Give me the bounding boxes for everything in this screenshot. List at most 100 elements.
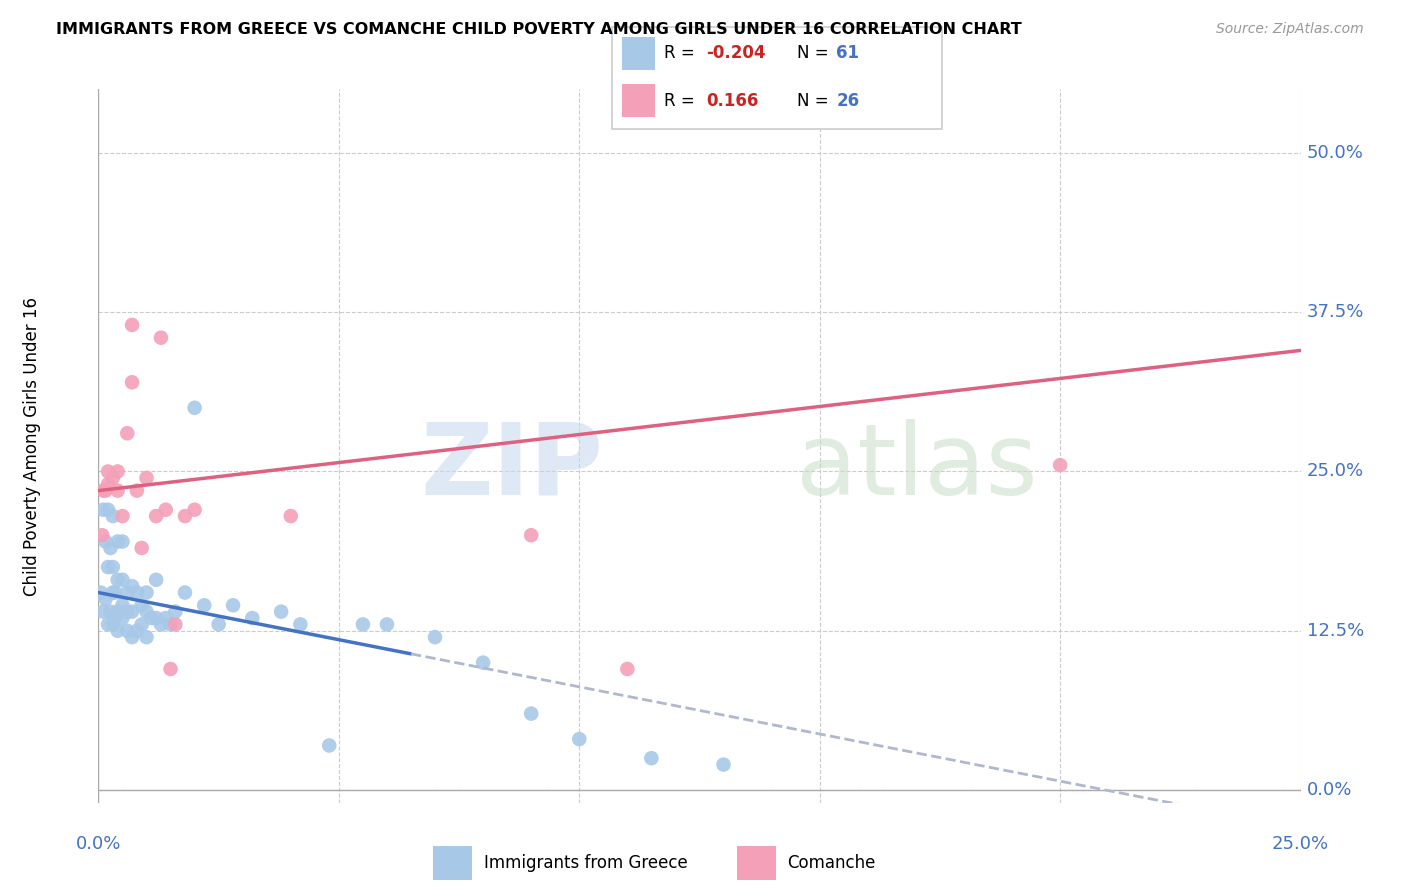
Text: atlas: atlas <box>796 419 1038 516</box>
Text: N =: N = <box>797 44 834 62</box>
Point <box>101 560 124 574</box>
Point <box>375 617 398 632</box>
Point <box>121 318 143 332</box>
Text: 26: 26 <box>837 92 859 110</box>
Text: IMMIGRANTS FROM GREECE VS COMANCHE CHILD POVERTY AMONG GIRLS UNDER 16 CORRELATIO: IMMIGRANTS FROM GREECE VS COMANCHE CHILD… <box>56 22 1022 37</box>
Point <box>101 585 124 599</box>
Point <box>131 617 153 632</box>
FancyBboxPatch shape <box>433 846 472 880</box>
Point <box>121 579 143 593</box>
Text: 25.0%: 25.0% <box>1306 462 1364 481</box>
Text: 0.0%: 0.0% <box>76 835 121 853</box>
Point <box>125 483 148 498</box>
Point <box>125 624 148 638</box>
Point <box>131 541 153 555</box>
Text: -0.204: -0.204 <box>706 44 765 62</box>
Point <box>183 401 205 415</box>
Point <box>222 599 245 613</box>
Point <box>94 534 117 549</box>
Point <box>107 465 129 479</box>
Point <box>423 630 446 644</box>
Point <box>107 483 129 498</box>
Text: 37.5%: 37.5% <box>1306 303 1364 321</box>
Point <box>111 573 134 587</box>
FancyBboxPatch shape <box>621 84 655 117</box>
Point <box>101 617 124 632</box>
Text: 0.0%: 0.0% <box>1306 781 1353 799</box>
Point <box>121 630 143 644</box>
Point <box>107 534 129 549</box>
Point <box>91 502 114 516</box>
Point <box>91 528 114 542</box>
Point <box>135 630 157 644</box>
FancyBboxPatch shape <box>737 846 776 880</box>
Text: Source: ZipAtlas.com: Source: ZipAtlas.com <box>1216 22 1364 37</box>
Point <box>165 605 187 619</box>
Text: N =: N = <box>797 92 834 110</box>
Point <box>145 509 167 524</box>
Point <box>520 706 543 721</box>
Point <box>640 751 662 765</box>
Point <box>91 483 114 498</box>
Point <box>155 502 177 516</box>
Point <box>159 617 181 632</box>
Text: Child Poverty Among Girls Under 16: Child Poverty Among Girls Under 16 <box>24 296 41 596</box>
Point <box>165 617 187 632</box>
Text: 12.5%: 12.5% <box>1306 622 1364 640</box>
Point <box>174 585 197 599</box>
Point <box>131 599 153 613</box>
Point <box>107 605 129 619</box>
Point <box>90 585 112 599</box>
Point <box>1049 458 1071 472</box>
Point <box>141 611 163 625</box>
Point <box>101 509 124 524</box>
Point <box>145 573 167 587</box>
Point <box>121 605 143 619</box>
Point <box>97 502 120 516</box>
Point <box>149 331 172 345</box>
Text: 0.166: 0.166 <box>706 92 758 110</box>
Point <box>155 611 177 625</box>
Point <box>97 617 120 632</box>
Text: 50.0%: 50.0% <box>1306 144 1364 162</box>
Text: R =: R = <box>665 92 700 110</box>
Point <box>100 605 122 619</box>
Point <box>145 611 167 625</box>
Point <box>270 605 292 619</box>
Point <box>97 560 120 574</box>
Point <box>117 426 139 441</box>
Point <box>117 605 139 619</box>
Point <box>104 611 127 625</box>
Text: 61: 61 <box>837 44 859 62</box>
Point <box>101 471 124 485</box>
Point <box>100 541 122 555</box>
Point <box>107 573 129 587</box>
FancyBboxPatch shape <box>612 27 942 129</box>
Point <box>208 617 231 632</box>
Point <box>125 585 148 599</box>
Point <box>568 732 591 747</box>
Point <box>111 611 134 625</box>
Point <box>117 585 139 599</box>
Point <box>149 617 172 632</box>
Point <box>111 534 134 549</box>
Point <box>280 509 302 524</box>
Point <box>472 656 495 670</box>
FancyBboxPatch shape <box>621 37 655 70</box>
Point <box>318 739 340 753</box>
Point <box>135 585 157 599</box>
Point <box>616 662 638 676</box>
Point <box>94 591 117 606</box>
Point <box>117 624 139 638</box>
Point <box>174 509 197 524</box>
Point <box>159 662 181 676</box>
Point <box>104 585 127 599</box>
Point <box>135 605 157 619</box>
Text: Immigrants from Greece: Immigrants from Greece <box>484 854 688 872</box>
Point <box>135 471 157 485</box>
Point <box>107 624 129 638</box>
Point <box>94 483 117 498</box>
Point <box>111 509 134 524</box>
Point <box>290 617 312 632</box>
Point <box>240 611 263 625</box>
